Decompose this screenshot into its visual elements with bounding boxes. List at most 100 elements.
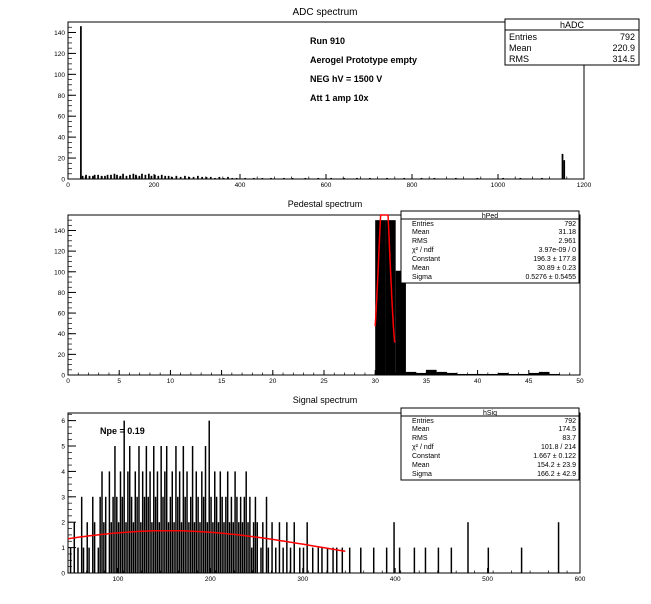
sig-bar [178,471,181,573]
sig-y-tick-label: 0 [61,571,65,578]
sig-bar [372,547,375,573]
ped-stats-label-0: Entries [412,221,434,228]
adc-bar [270,177,272,179]
adc-y-tick-label: 60 [58,114,66,121]
sig-bar [306,522,308,573]
ped-bar [416,372,427,375]
adc-bar [135,174,137,179]
sig-bar [180,522,183,573]
adc-stats-value-rms: 314.5 [612,54,635,64]
ped-stats-label-6: Sigma [412,274,432,281]
sig-bar [262,522,264,573]
sig-bar [188,522,190,573]
ped-stats-label-4: Constant [412,256,440,263]
adc-bar [164,175,167,179]
sig-y-tick-label: 6 [61,418,65,425]
sig-x-tick-label: 100 [112,576,123,583]
sig-stats-value-0: 792 [564,418,576,425]
sig-bar [267,547,270,573]
adc-bar [119,175,122,179]
adc-bar [235,177,238,179]
sig-bar [165,446,168,573]
sig-x-axis: 100 200 300 400 500 600 [67,568,586,583]
adc-x-axis: 0 200 400 600 800 1000 1200 [66,174,592,189]
sig-bar [136,496,138,573]
ped-bar [457,373,468,375]
adc-bar [476,177,479,179]
adc-x-tick-label: 1200 [577,182,592,189]
sig-bar [282,547,284,573]
sig-bar [175,446,177,573]
sig-bar [228,522,231,573]
sig-bar [177,496,179,573]
adc-bar [175,175,178,179]
sig-bar [147,496,149,573]
sig-bar [252,522,255,573]
sig-bar [299,547,301,573]
ped-x-axis: 0 5 10 15 20 25 30 35 40 45 50 [66,370,584,385]
adc-bar [304,177,307,179]
sig-bar [215,496,218,573]
sig-bar [437,547,440,573]
sig-bar [204,446,207,573]
adc-bar [141,173,143,179]
adc-bar [179,176,182,179]
sig-bar [77,547,79,573]
sig-bar [232,522,234,573]
sig-bar [348,547,351,573]
adc-x-tick-label: 200 [149,182,160,189]
adc-bar [563,160,566,179]
ped-x-tick-label: 40 [474,378,482,385]
sig-bar [193,522,196,573]
ped-bar [508,373,519,375]
sig-bar [202,496,205,573]
sig-bar [101,471,103,573]
sig-bar [151,522,153,573]
adc-bar [110,174,112,179]
ped-stats-value-3: 3.97e-09 / 0 [539,247,576,254]
ped-bar [436,371,447,375]
sig-bar [326,547,329,573]
adc-annotation-prototype: Aerogel Prototype empty [310,55,417,65]
sig-bar [208,420,210,573]
sig-bar [249,496,251,573]
sig-bar [143,496,146,573]
adc-bar [106,174,109,179]
adc-bar [144,174,147,179]
adc-bar [81,175,84,179]
sig-histogram [69,420,560,573]
adc-bar [502,177,505,179]
adc-stats-box: hADC Entries 792 Mean 220.9 RMS 314.5 [504,18,640,66]
sig-bar [167,522,170,573]
ped-bar [518,373,529,375]
adc-bar [160,174,163,179]
sig-bar [450,547,453,573]
ped-title: Pedestal spectrum [288,199,363,209]
sig-bar [153,446,155,573]
ped-stats-value-2: 2.961 [558,238,576,245]
adc-bar [116,174,118,179]
sig-stats-title: hSig [483,410,497,417]
sig-bar [317,547,320,573]
sig-bar [154,496,157,573]
ped-x-tick-label: 15 [218,378,226,385]
sig-bar [520,547,523,573]
sig-bar [289,547,292,573]
adc-bar [252,177,255,179]
sig-bar [197,496,199,573]
sig-bar [80,496,83,573]
adc-bar [283,177,285,179]
ped-stats-value-1: 31.18 [558,229,576,236]
sig-bar [241,522,244,573]
ped-x-tick-label: 20 [269,378,277,385]
adc-bar [150,175,153,179]
adc-bar [317,177,320,179]
sig-bar [128,446,131,573]
sig-bar [164,471,166,573]
ped-x-tick-label: 25 [320,378,328,385]
adc-x-tick-label: 400 [235,182,246,189]
ped-stats-box: hPed Entries 792 Mean 31.18 RMS 2.961 χ²… [400,210,580,284]
sig-bar [132,522,135,573]
sig-bar [127,471,129,573]
